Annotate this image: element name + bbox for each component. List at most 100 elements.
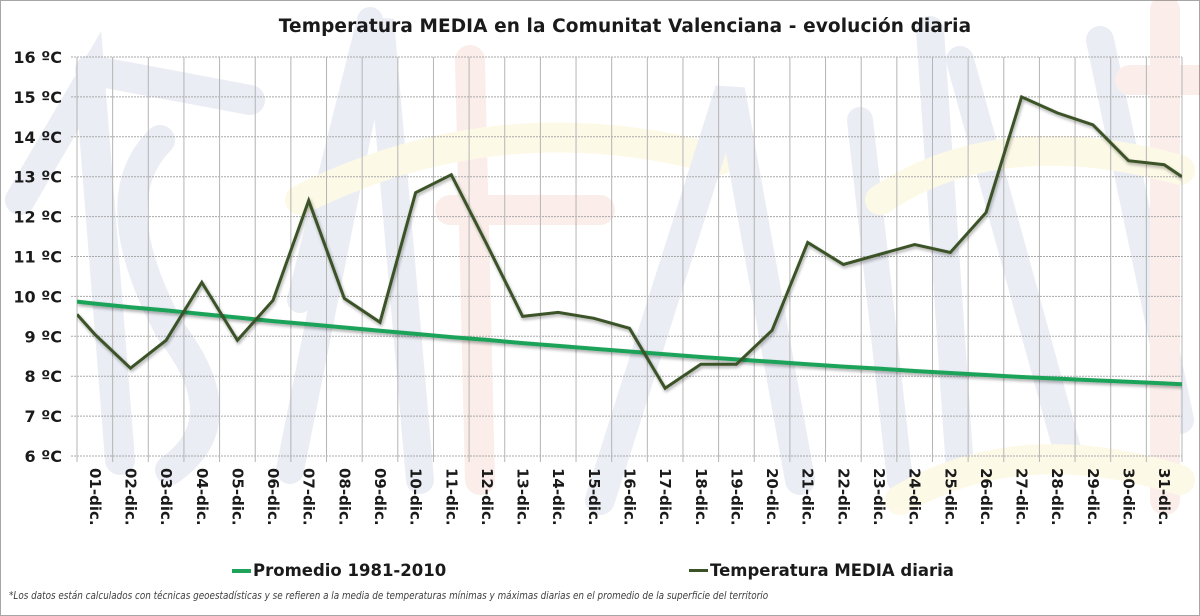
point-temperatura-media — [165, 339, 168, 342]
point-temperatura-media — [236, 339, 239, 342]
point-promedio — [984, 374, 987, 377]
y-tick-label: 6 ºC — [25, 447, 62, 466]
x-tick-label: 15-dic. — [585, 468, 603, 526]
footnote: *Los datos están calculados con técnicas… — [9, 590, 769, 602]
vertical-gridlines — [76, 57, 1183, 462]
point-promedio — [1127, 380, 1130, 383]
series-line-promedio — [77, 299, 1182, 387]
x-tick-label: 19-dic. — [727, 468, 745, 526]
point-promedio — [1091, 379, 1094, 382]
point-promedio — [521, 342, 524, 345]
point-promedio — [949, 372, 952, 375]
x-tick-label: 25-dic. — [941, 468, 959, 526]
point-promedio — [699, 356, 702, 359]
point-promedio — [735, 358, 738, 361]
point-promedio — [236, 316, 239, 319]
point-promedio — [129, 306, 132, 309]
point-promedio — [628, 350, 631, 353]
point-temperatura-media — [806, 241, 809, 244]
point-temperatura-media — [592, 317, 595, 320]
point-promedio — [806, 363, 809, 366]
legend-item-diaria: Temperatura MEDIA diaria — [689, 561, 954, 580]
x-tick-label: 02-dic. — [121, 468, 139, 526]
point-promedio — [913, 370, 916, 373]
y-tick-label: 7 ºC — [25, 407, 62, 426]
point-temperatura-media — [664, 387, 667, 390]
point-promedio — [450, 336, 453, 339]
point-temperatura-media — [735, 363, 738, 366]
point-temperatura-media — [913, 243, 916, 246]
y-axis-tick-labels: 16 ºC 15 ºC 14 ºC 13 ºC 12 ºC 11 ºC 10 ºC 9 ºC 8… — [13, 48, 62, 466]
point-promedio — [1056, 377, 1059, 380]
point-temperatura-media — [414, 191, 417, 194]
point-promedio — [165, 309, 168, 312]
x-tick-label: 24-dic. — [906, 468, 924, 526]
x-tick-label: 28-dic. — [1048, 468, 1066, 526]
point-promedio — [592, 347, 595, 350]
x-tick-label: 18-dic. — [692, 468, 710, 526]
point-promedio — [93, 302, 96, 305]
point-temperatura-media — [200, 281, 203, 284]
point-promedio — [200, 312, 203, 315]
x-tick-label: 23-dic. — [870, 468, 888, 526]
point-temperatura-media — [1091, 123, 1094, 126]
y-tick-label: 12 ºC — [13, 208, 62, 227]
point-temperatura-media — [521, 315, 524, 318]
x-tick-label: 21-dic. — [799, 468, 817, 526]
x-tick-label: 01-dic. — [86, 468, 104, 526]
point-promedio — [414, 332, 417, 335]
point-temperatura-media — [878, 253, 881, 256]
point-promedio — [1020, 375, 1023, 378]
y-tick-label: 11 ºC — [13, 248, 62, 267]
series-lines — [77, 94, 1182, 391]
x-tick-label: 16-dic. — [621, 468, 639, 526]
legend-label-diaria: Temperatura MEDIA diaria — [710, 561, 954, 580]
x-tick-label: 09-dic. — [371, 468, 389, 526]
point-promedio — [307, 323, 310, 326]
y-tick-label: 16 ºC — [13, 48, 62, 67]
legend-label-promedio: Promedio 1981-2010 — [253, 561, 447, 580]
point-temperatura-media — [628, 327, 631, 330]
point-temperatura-media — [1163, 163, 1166, 166]
point-temperatura-media — [1056, 111, 1059, 114]
point-temperatura-media — [272, 299, 275, 302]
chart-title: Temperatura MEDIA en la Comunitat Valenc… — [278, 16, 972, 37]
x-tick-label: 05-dic. — [228, 468, 246, 526]
point-promedio — [664, 353, 667, 356]
x-tick-label: 04-dic. — [193, 468, 211, 526]
point-promedio — [378, 329, 381, 332]
point-promedio — [272, 320, 275, 323]
point-temperatura-media — [129, 367, 132, 370]
y-tick-label: 13 ºC — [13, 168, 62, 187]
legend-swatch-promedio — [232, 568, 251, 573]
x-tick-label: 11-dic. — [442, 468, 460, 526]
x-tick-label: 22-dic. — [834, 468, 852, 526]
point-temperatura-media — [699, 363, 702, 366]
x-tick-label: 26-dic. — [977, 468, 995, 526]
point-temperatura-media — [1020, 95, 1023, 98]
point-temperatura-media — [485, 243, 488, 246]
point-promedio — [1163, 382, 1166, 385]
legend-swatch-diaria — [689, 569, 708, 572]
point-temperatura-media — [771, 329, 774, 332]
x-tick-label: 14-dic. — [549, 468, 567, 526]
point-promedio — [842, 365, 845, 368]
x-tick-label: 27-dic. — [1013, 468, 1031, 526]
point-temperatura-media — [1127, 159, 1130, 162]
x-tick-label: 12-dic. — [478, 468, 496, 526]
x-tick-label: 29-dic. — [1084, 468, 1102, 526]
point-temperatura-media — [842, 263, 845, 266]
y-tick-label: 9 ºC — [25, 327, 62, 346]
x-tick-label: 10-dic. — [407, 468, 425, 526]
x-tick-label: 03-dic. — [157, 468, 175, 526]
y-tick-label: 10 ºC — [13, 287, 62, 306]
point-promedio — [557, 344, 560, 347]
point-temperatura-media — [949, 251, 952, 254]
series-line-temperatura-media — [77, 94, 1182, 391]
x-tick-label: 07-dic. — [300, 468, 318, 526]
x-axis-tick-labels: 01-dic. 02-dic. 03-dic. 04-dic. 05-dic. 06-di… — [86, 468, 1173, 526]
x-tick-label: 13-dic. — [514, 468, 532, 526]
point-temperatura-media — [557, 311, 560, 314]
